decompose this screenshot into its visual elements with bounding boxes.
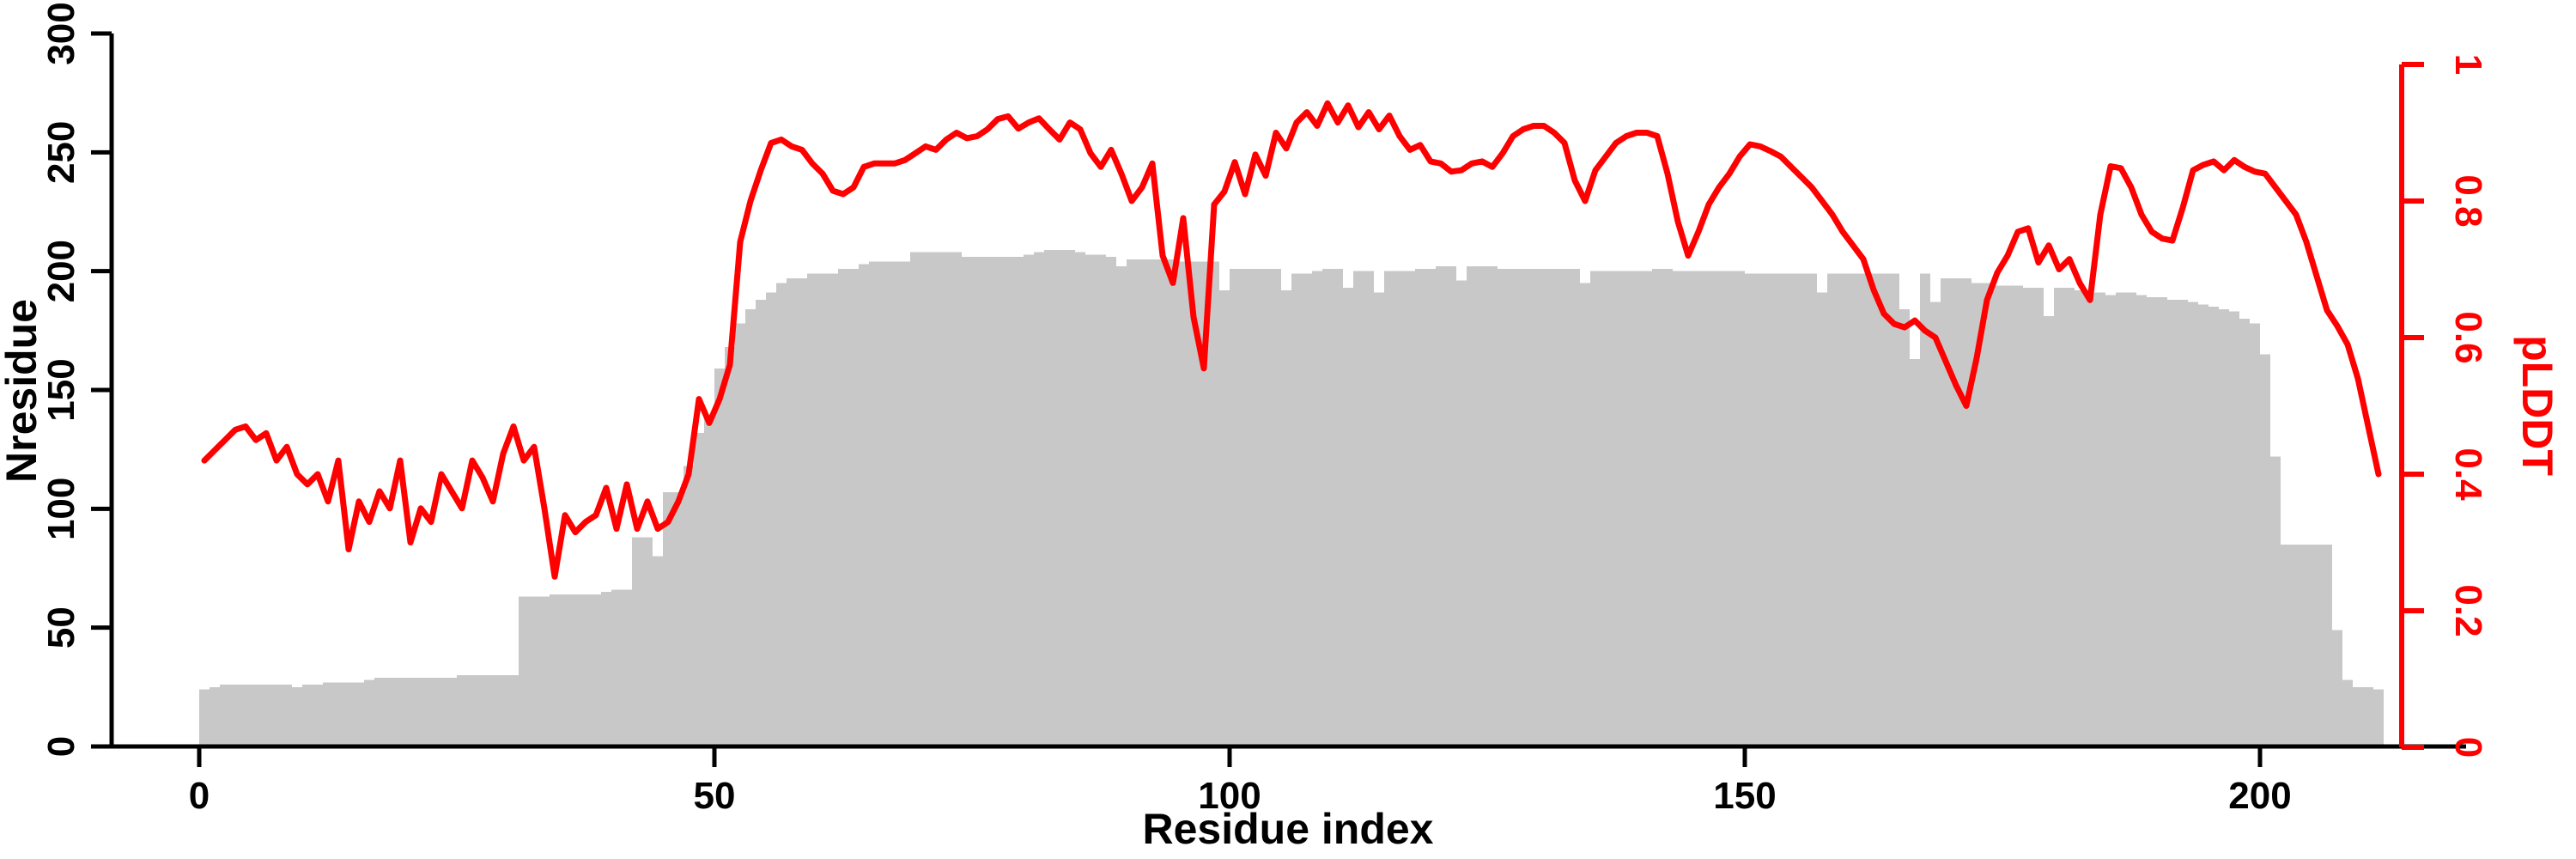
x-tick-label: 200 bbox=[2228, 775, 2291, 817]
y-right-tick-label: 0.2 bbox=[2447, 584, 2489, 637]
y-left-tick-label: 100 bbox=[40, 478, 82, 540]
y-left-tick-label: 0 bbox=[40, 736, 82, 757]
y-left-tick-label: 150 bbox=[40, 358, 82, 421]
plddt-line bbox=[201, 100, 2382, 580]
nresidue-bars bbox=[199, 249, 2384, 746]
x-tick-label: 100 bbox=[1198, 775, 1261, 817]
y-left-tick-label: 250 bbox=[40, 121, 82, 184]
y-axis-left-title: Nresidue bbox=[0, 299, 46, 483]
y-right-tick-label: 0.4 bbox=[2447, 448, 2489, 501]
x-axis-title: Residue index bbox=[1143, 805, 1434, 853]
x-tick-label: 50 bbox=[694, 775, 736, 817]
y-right-tick-label: 0.6 bbox=[2447, 311, 2489, 363]
nresidue-bars-path bbox=[199, 249, 2384, 746]
x-tick-label: 0 bbox=[189, 775, 210, 817]
x-tick-label: 150 bbox=[1713, 775, 1776, 817]
y-right-tick-label: 0.8 bbox=[2447, 174, 2489, 227]
y-axis-left: 0 50 100 150 200 250 300 bbox=[40, 2, 114, 757]
y-axis-right: 0 0.2 0.4 0.6 0.8 1 bbox=[2399, 54, 2489, 758]
y-right-tick-label: 0 bbox=[2447, 737, 2489, 758]
y-axis-right-title: pLDDT bbox=[2513, 335, 2561, 476]
y-left-tick-label: 200 bbox=[40, 240, 82, 302]
y-left-tick-label: 50 bbox=[40, 606, 82, 649]
x-axis: 0 50 100 150 200 bbox=[112, 744, 2466, 817]
y-left-tick-label: 300 bbox=[40, 2, 82, 64]
y-right-tick-label: 1 bbox=[2447, 54, 2489, 75]
